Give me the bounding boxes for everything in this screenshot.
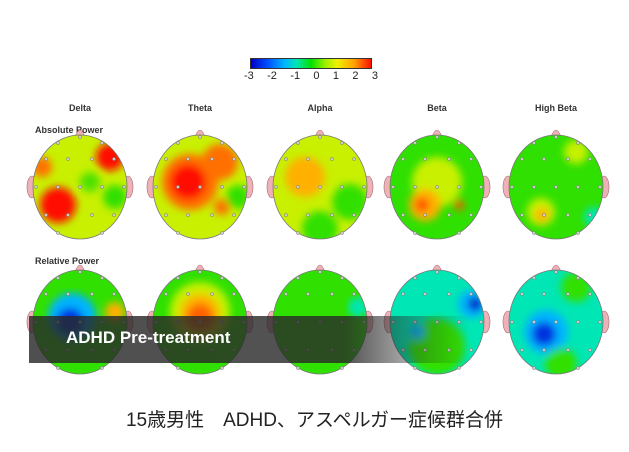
colorbar-tick: -3 — [244, 70, 254, 82]
topomap-absolute-delta — [26, 129, 134, 240]
colorbar-tick: 0 — [313, 70, 320, 82]
video-title-banner: ADHD Pre-treatment — [29, 316, 469, 363]
colorbar-ticks: -3 -2 -1 0 1 2 3 — [244, 70, 378, 82]
row-label-relative-power: Relative Power — [35, 256, 100, 266]
topomap-absolute-alpha — [266, 129, 374, 240]
topomap-relative-high-beta — [502, 264, 610, 375]
colorbar-tick: 1 — [332, 70, 340, 82]
column-label-theta: Theta — [187, 103, 213, 113]
colorbar-tick: 2 — [352, 70, 359, 82]
colorbar-tick: -1 — [290, 70, 301, 82]
colorbar — [250, 58, 372, 69]
caption: 15歳男性 ADHD、アスペルガー症候群合併 — [125, 410, 504, 431]
colorbar-tick: 3 — [371, 70, 378, 82]
topomap-absolute-high-beta — [502, 129, 610, 240]
banner-title: ADHD Pre-treatment — [66, 328, 231, 347]
row-label-absolute-power: Absolute Power — [35, 125, 104, 135]
column-label-delta: Delta — [68, 103, 92, 113]
column-label-alpha: Alpha — [307, 103, 333, 113]
colorbar-tick: -2 — [267, 70, 277, 82]
column-label-beta: Beta — [427, 103, 447, 113]
topomap-absolute-beta — [383, 129, 491, 240]
topomap-absolute-theta — [146, 129, 254, 240]
column-label-high-beta: High Beta — [534, 103, 578, 113]
